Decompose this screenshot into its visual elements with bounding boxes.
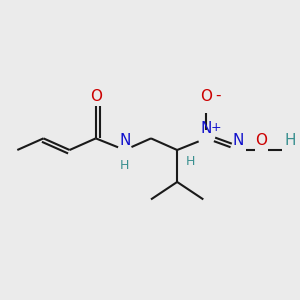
Text: N: N bbox=[200, 121, 212, 136]
Text: H: H bbox=[285, 133, 296, 148]
Text: -: - bbox=[216, 88, 221, 103]
Text: +: + bbox=[210, 121, 221, 134]
Text: N: N bbox=[232, 133, 244, 148]
Text: O: O bbox=[200, 88, 212, 104]
Text: H: H bbox=[120, 160, 130, 172]
Text: O: O bbox=[90, 88, 102, 104]
Text: O: O bbox=[255, 133, 267, 148]
Text: H: H bbox=[185, 155, 195, 168]
Text: N: N bbox=[119, 133, 130, 148]
